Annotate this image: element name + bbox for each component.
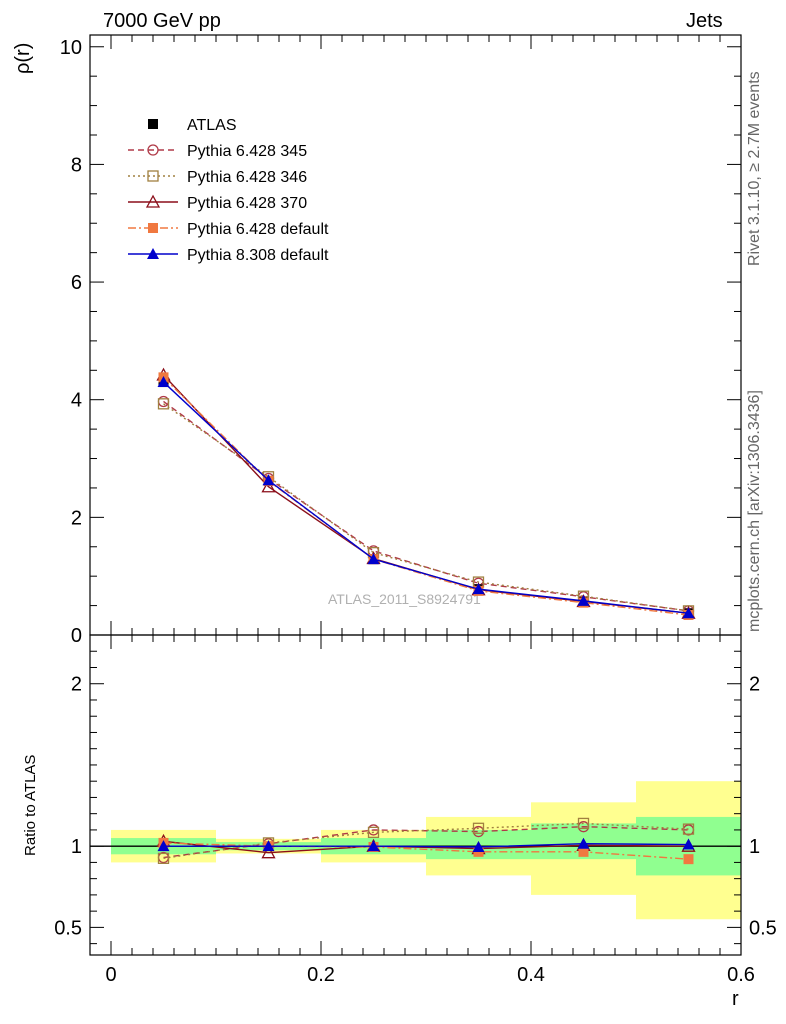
ratio-point-4-1 <box>262 840 275 852</box>
ratio-point-4-3 <box>472 840 485 852</box>
main-series-line-2 <box>163 403 689 612</box>
legend-label-0: ATLAS <box>187 117 237 134</box>
legend-marker-4 <box>148 223 158 233</box>
legend-label-4: Pythia 6.428 default <box>187 221 329 238</box>
main-y-tick-label-0: 0 <box>71 625 82 647</box>
ratio-y-tick-label-right-2: 2 <box>749 674 760 696</box>
ratio-point-4-0 <box>157 840 170 852</box>
ratio-point-4-4 <box>577 837 590 849</box>
ratio-point-3-5 <box>683 854 694 865</box>
main-y-tick-label-2: 4 <box>71 390 82 412</box>
ratio-series-line-4 <box>163 843 689 848</box>
ratio-y-tick-label-0: 0.5 <box>54 917 82 939</box>
main-point-2-0 <box>157 398 170 410</box>
ratio-point-1-4 <box>577 817 590 830</box>
ratio-point-3-4 <box>578 846 589 857</box>
ratio-series-line-2 <box>163 840 689 854</box>
legend-label-5: Pythia 8.308 default <box>187 247 329 264</box>
ratio-point-1-2 <box>367 826 380 839</box>
main-point-5-3 <box>472 583 485 595</box>
legend-label-1: Pythia 6.428 345 <box>187 143 307 160</box>
ratio-frame <box>89 634 742 956</box>
ratio-series-line-0 <box>163 825 689 859</box>
legend-marker-0 <box>148 119 158 129</box>
legend-marker-3 <box>145 194 161 208</box>
main-point-5-0 <box>157 376 170 388</box>
main-point-5-4 <box>577 594 590 606</box>
main-point-5-5 <box>682 607 695 619</box>
main-point-5-2 <box>367 553 380 565</box>
main-series-line-1 <box>163 400 689 612</box>
main-y-tick-label-4: 8 <box>71 154 82 176</box>
x-tick-label-0: 0 <box>105 964 116 986</box>
legend-label-3: Pythia 6.428 370 <box>187 195 307 212</box>
main-point-5-1 <box>262 474 275 486</box>
x-tick-label-2: 0.4 <box>517 964 545 986</box>
ratio-y-tick-label-2: 2 <box>71 674 82 696</box>
main-y-tick-label-3: 6 <box>71 272 82 294</box>
main-y-tick-label-1: 2 <box>71 507 82 529</box>
ratio-point-2-1 <box>261 845 276 859</box>
x-tick-label-1: 0.2 <box>307 964 335 986</box>
main-series-line-4 <box>163 376 689 616</box>
ratio-point-1-0 <box>157 852 170 865</box>
main-series-line-3 <box>162 374 689 614</box>
header-left: 7000 GeV pp <box>103 10 221 32</box>
x-tick-label-3: 0.6 <box>727 964 755 986</box>
legend-marker-2 <box>147 170 159 182</box>
ratio-point-4-5 <box>682 838 695 850</box>
ratio-point-1-5 <box>682 823 695 835</box>
ratio-point-4-2 <box>367 840 380 852</box>
main-point-3-1 <box>261 479 276 493</box>
ratio-point-1-3 <box>472 822 485 834</box>
legend-label-2: Pythia 6.428 346 <box>187 169 307 186</box>
legend-marker-5 <box>147 248 159 259</box>
legend-marker-1 <box>147 144 159 156</box>
analysis-watermark: ATLAS_2011_S8924791 <box>328 591 481 607</box>
ratio-y-tick-label-right-1: 1 <box>749 836 760 858</box>
main-series-line-5 <box>163 381 689 614</box>
header-right: Jets <box>686 10 723 32</box>
main-y-tick-label-5: 10 <box>60 37 82 59</box>
ratio-y-tick-label-right-0: 0.5 <box>749 917 777 939</box>
x-axis-label: r <box>732 988 739 1010</box>
ratio-y-tick-label-1: 1 <box>71 836 82 858</box>
